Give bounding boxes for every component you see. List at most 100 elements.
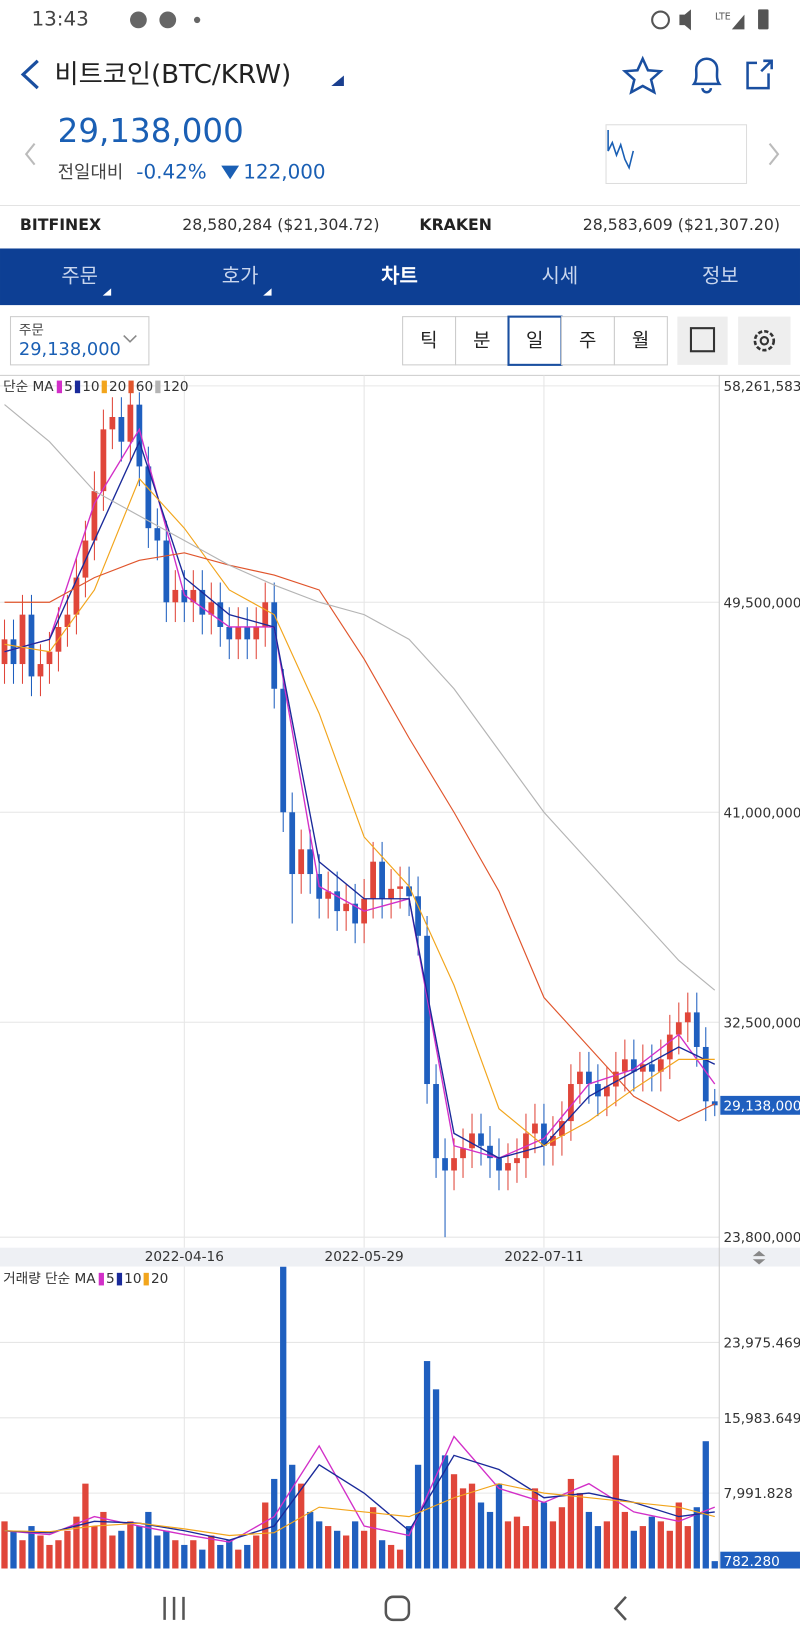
volume-bar: [289, 1464, 296, 1569]
change-amount: 122,000: [243, 160, 325, 183]
tab[interactable]: 정보: [702, 264, 739, 287]
x-tick-label: 2022-07-11: [504, 1249, 583, 1265]
volume-bar: [298, 1483, 305, 1569]
volume-bar: [594, 1526, 602, 1569]
order-box[interactable]: [9, 316, 150, 366]
volume-bar: [10, 1530, 17, 1569]
legend-label: 거래량 단순 MA: [3, 1271, 96, 1287]
nav-back[interactable]: [613, 1595, 627, 1621]
back-button[interactable]: [20, 59, 39, 90]
prev-button[interactable]: [24, 142, 36, 166]
ma-line: [4, 427, 716, 1159]
tab-active[interactable]: 차트: [381, 264, 418, 287]
candle-body: [46, 651, 53, 665]
down-arrow: [221, 165, 240, 180]
volume-bar: [639, 1526, 646, 1569]
y-tick-label: 49,500,000: [723, 595, 800, 611]
ma-line: [4, 439, 716, 1159]
volume-bar: [226, 1540, 233, 1569]
layout-button[interactable]: [677, 316, 728, 365]
volume-bar: [657, 1521, 664, 1569]
y-tick-label: 58,261,583: [723, 379, 800, 395]
volume-bar: [486, 1511, 494, 1569]
candle-body: [657, 1059, 664, 1072]
volume-bar: [693, 1507, 700, 1569]
volume-bar: [136, 1526, 143, 1569]
mini-chart[interactable]: [605, 124, 748, 185]
resize-handle[interactable]: [752, 1250, 766, 1265]
date-strip: [0, 1247, 800, 1267]
candle-body: [262, 602, 269, 627]
nav-recent[interactable]: [163, 1596, 185, 1620]
legend-entry: 10: [82, 379, 99, 395]
legend-entry: 20: [151, 1271, 168, 1287]
legend-swatch: [116, 1272, 123, 1286]
volume-bar: [405, 1526, 413, 1569]
legend-entry: 5: [106, 1271, 115, 1287]
volume-bar: [387, 1544, 395, 1569]
tab[interactable]: 시세: [542, 264, 579, 287]
change-label: 전일대비: [58, 162, 124, 183]
volume-bar: [684, 1526, 691, 1569]
candle-body: [711, 1101, 718, 1106]
period-button[interactable]: [560, 316, 615, 366]
candle-body: [406, 886, 412, 897]
candle-body: [541, 1123, 547, 1146]
period-button[interactable]: [507, 315, 563, 366]
status-network: LTE: [715, 11, 731, 22]
last-value-box: [720, 1551, 800, 1571]
candle-body: [154, 528, 161, 541]
candle-body: [1, 639, 8, 665]
volume-bar: [118, 1530, 125, 1569]
candle-body: [208, 602, 215, 615]
tab[interactable]: 주문: [61, 264, 98, 287]
period-button[interactable]: [613, 316, 668, 366]
share-button[interactable]: [746, 59, 773, 90]
volume-bar: [459, 1488, 467, 1569]
exchange-price: 28,583,609 ($21,307.20): [583, 215, 780, 234]
candle-body: [639, 1064, 646, 1072]
page-title[interactable]: 비트코인(BTC/KRW): [55, 60, 292, 90]
volume-bar: [612, 1455, 620, 1569]
candle-body: [675, 1022, 682, 1035]
volume-bar: [262, 1502, 269, 1569]
nav-home[interactable]: [384, 1595, 411, 1622]
volume-bar: [64, 1530, 71, 1569]
volume-bar: [576, 1493, 584, 1569]
volume-bar: [378, 1540, 386, 1569]
order-value: 29,138,000: [19, 339, 121, 360]
volume-bar: [280, 1266, 287, 1569]
order-dropdown[interactable]: [123, 334, 137, 343]
ma-line: [4, 552, 716, 1122]
volume-bar: [351, 1521, 359, 1569]
candle-body: [415, 896, 421, 936]
volume-bar: [396, 1549, 404, 1569]
volume-bar: [46, 1544, 53, 1569]
tab[interactable]: 호가: [222, 264, 259, 287]
settings-button[interactable]: [738, 316, 791, 365]
favorite-button[interactable]: [621, 55, 664, 95]
candle-body: [181, 589, 188, 603]
candle-body: [568, 1084, 574, 1122]
volume-bar: [100, 1511, 107, 1569]
candle-body: [630, 1059, 637, 1072]
volume-bar: [172, 1540, 179, 1569]
candle-body: [666, 1034, 673, 1060]
candle-body: [28, 614, 35, 677]
volume-bar: [432, 1389, 440, 1569]
candle-body: [37, 664, 44, 677]
volume-bar: [558, 1507, 566, 1569]
next-button[interactable]: [768, 142, 780, 166]
volume-bar: [181, 1544, 188, 1569]
volume-bar: [567, 1478, 575, 1569]
candle-body: [397, 886, 403, 889]
alert-button[interactable]: [691, 57, 722, 94]
period-button[interactable]: [455, 316, 510, 366]
candle-body: [388, 888, 394, 899]
legend-swatch: [74, 380, 81, 394]
candle-body: [514, 1158, 520, 1164]
title-dropdown[interactable]: [331, 75, 344, 86]
y-tick-label: 23,975.469: [723, 1335, 800, 1351]
candle-body: [702, 1046, 709, 1102]
